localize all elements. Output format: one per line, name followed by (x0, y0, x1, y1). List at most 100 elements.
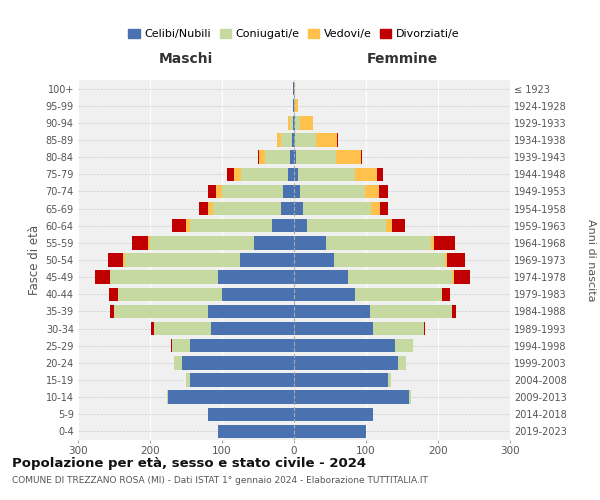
Bar (182, 356, 294, 370)
Bar (294, 408, 373, 421)
Bar (199, 202, 208, 215)
Bar (254, 236, 294, 250)
Bar (294, 202, 302, 215)
Bar (294, 356, 398, 370)
Bar (409, 390, 410, 404)
Bar (307, 219, 386, 232)
Bar (290, 150, 294, 164)
Bar (379, 184, 388, 198)
Bar (293, 116, 294, 130)
Bar (265, 150, 290, 164)
Bar (190, 339, 294, 352)
Bar (172, 219, 186, 232)
Bar (452, 304, 456, 318)
Bar (222, 184, 283, 198)
Bar (294, 270, 348, 284)
Bar (208, 184, 216, 198)
Bar (348, 270, 452, 284)
Bar (218, 270, 294, 284)
Bar (208, 408, 294, 421)
Bar (355, 168, 377, 181)
Bar (148, 236, 150, 250)
Bar (377, 168, 383, 181)
Bar (132, 236, 148, 250)
Bar (293, 99, 294, 112)
Bar (212, 202, 281, 215)
Bar (454, 270, 470, 284)
Bar (337, 134, 338, 146)
Bar (295, 99, 298, 112)
Bar (398, 356, 406, 370)
Bar (294, 82, 295, 96)
Bar (373, 322, 424, 336)
Bar (380, 202, 388, 215)
Bar (124, 254, 125, 266)
Bar (392, 219, 405, 232)
Bar (295, 134, 316, 146)
Bar (316, 134, 337, 146)
Bar (172, 339, 190, 352)
Bar (294, 150, 296, 164)
Text: Popolazione per età, sesso e stato civile - 2024: Popolazione per età, sesso e stato civil… (12, 458, 366, 470)
Bar (294, 168, 298, 181)
Bar (361, 150, 362, 164)
Text: COMUNE DI TREZZANO ROSA (MI) - Dati ISTAT 1° gennaio 2024 - Elaborazione TUTTITA: COMUNE DI TREZZANO ROSA (MI) - Dati ISTA… (12, 476, 428, 485)
Bar (355, 288, 442, 301)
Bar (241, 168, 288, 181)
Bar (190, 374, 294, 386)
Bar (294, 236, 326, 250)
Bar (294, 134, 295, 146)
Bar (277, 134, 281, 146)
Text: Maschi: Maschi (159, 52, 213, 66)
Bar (298, 168, 355, 181)
Y-axis label: Fasce di età: Fasce di età (28, 225, 41, 295)
Bar (294, 322, 373, 336)
Bar (370, 304, 452, 318)
Bar (295, 116, 301, 130)
Bar (288, 168, 294, 181)
Bar (110, 304, 114, 318)
Bar (174, 356, 182, 370)
Bar (211, 322, 294, 336)
Bar (95, 270, 110, 284)
Bar (294, 254, 334, 266)
Bar (294, 288, 355, 301)
Bar (293, 82, 294, 96)
Bar (208, 304, 294, 318)
Bar (290, 116, 293, 130)
Bar (388, 374, 391, 386)
Bar (386, 219, 392, 232)
Bar (186, 374, 190, 386)
Bar (167, 390, 168, 404)
Bar (281, 134, 292, 146)
Bar (118, 288, 222, 301)
Bar (294, 99, 295, 112)
Bar (300, 184, 365, 198)
Bar (110, 270, 218, 284)
Bar (171, 339, 172, 352)
Bar (296, 150, 336, 164)
Bar (107, 254, 124, 266)
Text: Anni di nascita: Anni di nascita (586, 219, 596, 301)
Bar (294, 339, 395, 352)
Bar (154, 322, 211, 336)
Bar (336, 150, 361, 164)
Bar (445, 254, 448, 266)
Bar (150, 236, 254, 250)
Bar (288, 116, 290, 130)
Bar (294, 184, 300, 198)
Legend: Celibi/Nubili, Coniugati/e, Vedovi/e, Divorziati/e: Celibi/Nubili, Coniugati/e, Vedovi/e, Di… (124, 24, 464, 44)
Bar (294, 424, 366, 438)
Text: Femmine: Femmine (367, 52, 437, 66)
Bar (292, 134, 294, 146)
Bar (168, 390, 294, 404)
Bar (190, 219, 272, 232)
Bar (283, 184, 294, 198)
Bar (258, 150, 259, 164)
Bar (227, 168, 234, 181)
Bar (109, 288, 118, 301)
Bar (452, 270, 454, 284)
Bar (431, 236, 434, 250)
Bar (218, 424, 294, 438)
Bar (371, 202, 380, 215)
